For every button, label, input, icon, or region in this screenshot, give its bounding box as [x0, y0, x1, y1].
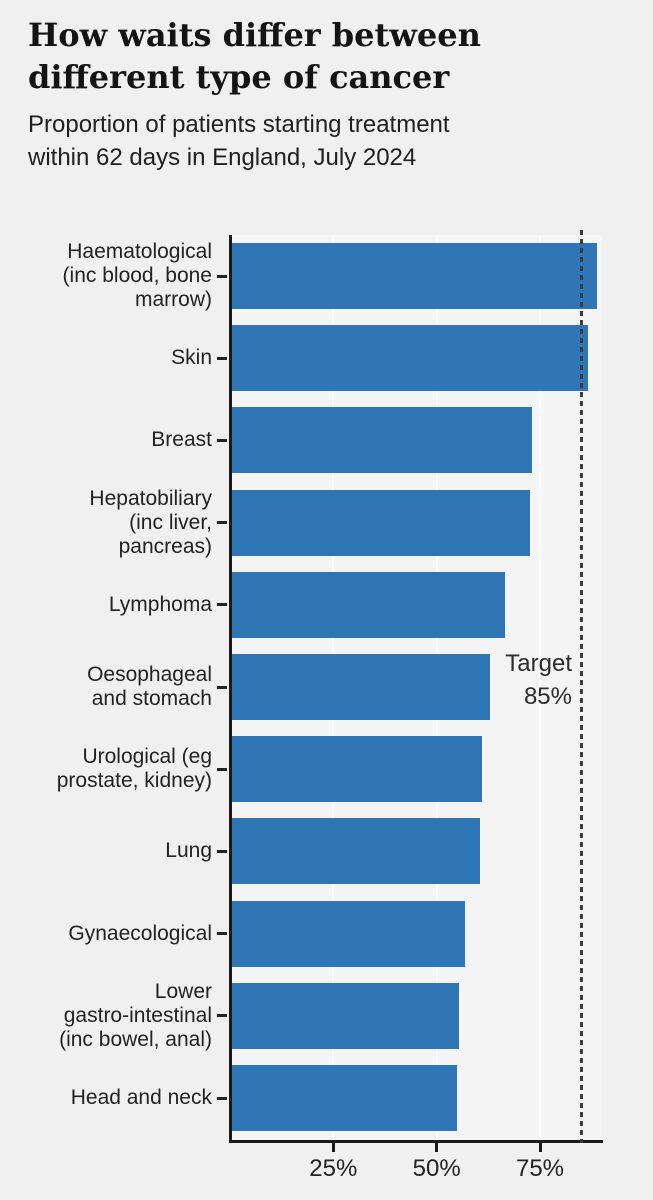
bar-track — [227, 325, 602, 392]
bar-lymphoma — [230, 571, 505, 638]
y-axis-label: Urological (eg prostate, kidney) — [56, 745, 212, 793]
y-tick-mark — [217, 1096, 227, 1100]
bar-urological-eg-prostate-kidney — [230, 736, 483, 803]
chart-row-urological-eg-prostate-kidney: Urological (eg prostate, kidney) — [0, 728, 602, 810]
chart-row-head-and-neck: Head and neck — [0, 1057, 602, 1139]
chart-subtitle: Proportion of patients starting treatmen… — [28, 108, 628, 174]
y-tick-mark — [217, 521, 227, 525]
chart-title-line2: different type of cancer — [28, 58, 450, 96]
y-tick-mark — [217, 849, 227, 853]
x-tick-mark-75 — [538, 1143, 542, 1152]
y-tick-mark — [217, 356, 227, 360]
y-axis-label: Gynaecological — [68, 921, 212, 945]
y-tick-mark — [217, 438, 227, 442]
bar-skin — [230, 325, 589, 392]
gridline-75 — [539, 235, 541, 1140]
y-axis-label: Haematological (inc blood, bone marrow) — [62, 240, 212, 311]
target-label-line2: 85% — [523, 683, 572, 710]
y-axis-label: Lower gastro-intestinal (inc bowel, anal) — [59, 979, 212, 1051]
y-tick-mark — [217, 274, 227, 278]
bar-track — [227, 818, 602, 885]
chart-row-oesophageal-and-stomach: Oesophageal and stomach — [0, 646, 602, 728]
bar-breast — [230, 407, 533, 474]
bar-lower-gastro-intestinal-inc-bowel-anal — [230, 982, 460, 1049]
horizontal-bar-chart: Haematological (inc blood, bone marrow) Ski… — [0, 230, 653, 1200]
y-axis-label: Lymphoma — [108, 592, 212, 616]
bar-track — [227, 982, 602, 1049]
y-tick-mark — [217, 767, 227, 771]
target-line — [579, 230, 583, 1143]
y-axis-label: Breast — [151, 428, 212, 452]
bar-track — [227, 736, 602, 803]
bar-track — [227, 407, 602, 474]
bar-head-and-neck — [230, 1065, 458, 1131]
y-axis-line — [229, 235, 232, 1143]
bar-track — [227, 489, 602, 556]
y-tick-mark — [217, 1014, 227, 1018]
y-axis-label: Lung — [165, 839, 212, 863]
bar-hepatobiliary-inc-liver-pancreas — [230, 489, 530, 556]
bar-track — [227, 243, 602, 309]
chart-row-skin: Skin — [0, 317, 602, 399]
chart-row-hepatobiliary-inc-liver-pancreas: Hepatobiliary (inc liver, pancreas) — [0, 482, 602, 564]
chart-row-gynaecological: Gynaecological — [0, 893, 602, 975]
chart-row-lower-gastro-intestinal-inc-bowel-anal: Lower gastro-intestinal (inc bowel, anal) — [0, 975, 602, 1057]
chart-row-haematological-inc-blood-bone-marrow: Haematological (inc blood, bone marrow) — [0, 235, 602, 317]
x-tick-label-50: 50% — [412, 1155, 461, 1182]
y-tick-mark — [217, 603, 227, 607]
y-axis-label: Hepatobiliary (inc liver, pancreas) — [89, 486, 212, 558]
chart-subtitle-line1: Proportion of patients starting treatmen… — [28, 111, 450, 138]
chart-row-lymphoma: Lymphoma — [0, 564, 602, 646]
x-axis-line — [229, 1140, 603, 1143]
x-tick-mark-50 — [435, 1143, 439, 1152]
target-label-line1: Target — [505, 650, 572, 677]
target-label: Target 85% — [452, 647, 572, 713]
y-axis-label: Oesophageal and stomach — [87, 663, 212, 710]
y-tick-mark — [217, 932, 227, 936]
bar-oesophageal-and-stomach — [230, 654, 491, 720]
bar-track — [227, 900, 602, 967]
y-axis-label: Skin — [171, 346, 212, 370]
x-tick-label-75: 75% — [515, 1155, 565, 1182]
bar-track — [227, 654, 602, 720]
chart-subtitle-line2: within 62 days in England, July 2024 — [28, 144, 417, 171]
chart-title-line1: How waits differ between — [28, 16, 481, 54]
y-tick-mark — [217, 685, 227, 689]
x-tick-mark-25 — [331, 1143, 335, 1152]
bar-haematological-inc-blood-bone-marrow — [230, 243, 597, 309]
bar-lung — [230, 818, 480, 885]
x-tick-label-25: 25% — [309, 1155, 358, 1182]
bar-track — [227, 1065, 602, 1131]
y-axis-label: Head and neck — [70, 1086, 212, 1109]
chart-row-breast: Breast — [0, 399, 602, 481]
bar-gynaecological — [230, 900, 466, 967]
chart-title: How waits differ between different type o… — [28, 14, 628, 98]
chart-row-lung: Lung — [0, 810, 602, 892]
bar-track — [227, 571, 602, 638]
